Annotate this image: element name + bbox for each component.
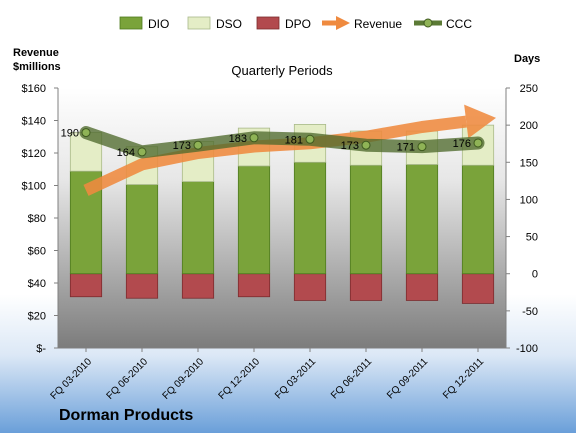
ccc-data-label-7: 176	[453, 138, 471, 150]
ccc-marker-0	[81, 128, 91, 138]
left-tick-label-1: $20	[28, 311, 46, 323]
company-name: Dorman Products	[59, 407, 193, 424]
ccc-data-label-0: 190	[61, 128, 79, 140]
legend-label-revenue: Revenue	[354, 17, 402, 31]
ccc-data-label-1: 164	[117, 147, 135, 159]
right-tick-label-7: 250	[520, 83, 538, 95]
bar-dpo-5	[349, 273, 383, 301]
bar-dio-1	[125, 184, 159, 275]
left-tick-label-0: $-	[36, 343, 46, 355]
bar-dpo-4	[293, 273, 327, 301]
ccc-data-label-4: 181	[285, 134, 303, 146]
bar-dpo-1	[125, 273, 159, 299]
ccc-data-label-5: 173	[341, 140, 359, 152]
ccc-marker-5	[361, 140, 371, 150]
bar-dio-3	[237, 165, 271, 275]
legend-label-dpo: DPO	[285, 17, 311, 31]
revenue-arrowhead	[464, 104, 496, 139]
right-tick-label-4: 100	[520, 194, 538, 206]
ccc-line	[79, 126, 485, 159]
bar-dio-2	[181, 181, 215, 275]
legend-label-ccc: CCC	[446, 17, 472, 31]
bar-dio-5	[349, 164, 383, 275]
bar-dio-6	[405, 164, 439, 275]
ccc-marker-1	[137, 147, 147, 157]
left-tick-label-3: $60	[28, 246, 46, 258]
legend-marker-ccc	[423, 18, 433, 28]
right-tick-label-5: 150	[520, 157, 538, 169]
right-tick-label-3: 50	[526, 232, 538, 244]
legend-swatch-dio	[119, 16, 143, 30]
left-tick-label-8: $160	[22, 83, 46, 95]
left-tick-label-2: $40	[28, 278, 46, 290]
bar-dio-4	[293, 161, 327, 275]
left-tick-label-4: $80	[28, 213, 46, 225]
right-tick-label-6: 200	[520, 120, 538, 132]
left-tick-label-6: $120	[22, 148, 46, 160]
ccc-marker-2	[193, 140, 203, 150]
bar-dpo-2	[181, 273, 215, 299]
legend: DIO DSO DPO Revenue CCC	[119, 16, 472, 31]
right-tick-label-0: -100	[516, 343, 538, 355]
ccc-marker-4	[305, 134, 315, 144]
right-tick-label-2: 0	[532, 269, 538, 281]
ccc-marker-7	[473, 138, 483, 148]
legend-label-dso: DSO	[216, 17, 242, 31]
bar-dpo-3	[237, 273, 271, 298]
ccc-marker-6	[417, 142, 427, 152]
bar-dpo-7	[461, 273, 495, 304]
legend-arrowhead-revenue	[336, 16, 350, 30]
ccc-data-label-2: 173	[173, 140, 191, 152]
legend-swatch-dpo	[256, 16, 280, 30]
right-tick-label-1: -50	[522, 306, 538, 318]
bar-dpo-6	[405, 273, 439, 301]
bar-dio-7	[461, 164, 495, 275]
legend-label-dio: DIO	[148, 17, 169, 31]
right-axis-title: Days	[514, 53, 540, 65]
ccc-data-label-6: 171	[397, 142, 415, 154]
ccc-data-label-3: 183	[229, 133, 247, 145]
ccc-marker-3	[249, 133, 259, 143]
legend-swatch-dso	[187, 16, 211, 30]
left-axis-title-line2: $millions	[13, 61, 61, 73]
chart-title: Quarterly Periods	[231, 63, 333, 78]
left-tick-label-5: $100	[22, 181, 46, 193]
left-tick-label-7: $140	[22, 116, 46, 128]
bar-dpo-0	[69, 273, 103, 298]
left-axis-title-line1: Revenue	[13, 47, 59, 59]
